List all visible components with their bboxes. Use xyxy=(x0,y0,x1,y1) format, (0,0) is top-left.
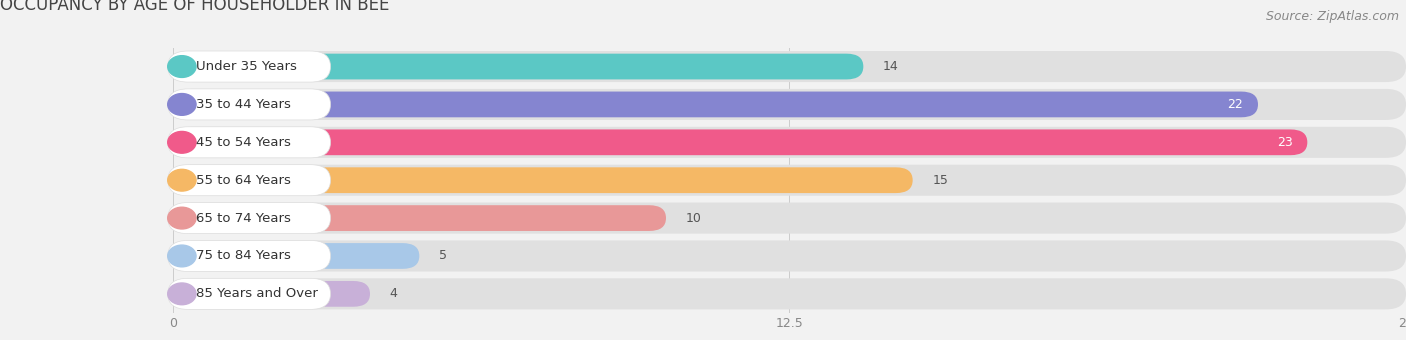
FancyBboxPatch shape xyxy=(167,51,330,82)
Text: 15: 15 xyxy=(932,174,948,187)
FancyBboxPatch shape xyxy=(173,205,666,231)
Circle shape xyxy=(167,283,195,305)
FancyBboxPatch shape xyxy=(173,165,1406,196)
Text: Source: ZipAtlas.com: Source: ZipAtlas.com xyxy=(1265,10,1399,23)
FancyBboxPatch shape xyxy=(173,127,1406,158)
FancyBboxPatch shape xyxy=(173,91,1258,117)
Text: 85 Years and Over: 85 Years and Over xyxy=(195,287,318,300)
FancyBboxPatch shape xyxy=(167,278,330,309)
Text: 5: 5 xyxy=(439,250,447,262)
FancyBboxPatch shape xyxy=(173,89,1406,120)
FancyBboxPatch shape xyxy=(167,165,330,196)
FancyBboxPatch shape xyxy=(173,278,1406,309)
FancyBboxPatch shape xyxy=(167,203,330,234)
FancyBboxPatch shape xyxy=(173,167,912,193)
Circle shape xyxy=(167,245,195,267)
Text: 4: 4 xyxy=(389,287,398,300)
Text: OCCUPANCY BY AGE OF HOUSEHOLDER IN BEE: OCCUPANCY BY AGE OF HOUSEHOLDER IN BEE xyxy=(0,0,389,14)
Text: 35 to 44 Years: 35 to 44 Years xyxy=(195,98,291,111)
Text: 45 to 54 Years: 45 to 54 Years xyxy=(195,136,291,149)
Circle shape xyxy=(167,94,195,115)
FancyBboxPatch shape xyxy=(173,240,1406,272)
Circle shape xyxy=(167,207,195,229)
Circle shape xyxy=(167,132,195,153)
Text: 75 to 84 Years: 75 to 84 Years xyxy=(195,250,291,262)
Text: 10: 10 xyxy=(686,211,702,225)
FancyBboxPatch shape xyxy=(173,54,863,80)
FancyBboxPatch shape xyxy=(173,243,419,269)
Text: 14: 14 xyxy=(883,60,898,73)
Text: 23: 23 xyxy=(1277,136,1292,149)
FancyBboxPatch shape xyxy=(173,281,370,307)
Text: 55 to 64 Years: 55 to 64 Years xyxy=(195,174,291,187)
FancyBboxPatch shape xyxy=(167,89,330,120)
Text: 22: 22 xyxy=(1227,98,1243,111)
Text: Under 35 Years: Under 35 Years xyxy=(195,60,297,73)
FancyBboxPatch shape xyxy=(173,130,1308,155)
FancyBboxPatch shape xyxy=(173,203,1406,234)
FancyBboxPatch shape xyxy=(167,240,330,272)
FancyBboxPatch shape xyxy=(173,51,1406,82)
Text: 65 to 74 Years: 65 to 74 Years xyxy=(195,211,291,225)
Circle shape xyxy=(167,56,195,78)
Circle shape xyxy=(167,169,195,191)
FancyBboxPatch shape xyxy=(167,127,330,158)
